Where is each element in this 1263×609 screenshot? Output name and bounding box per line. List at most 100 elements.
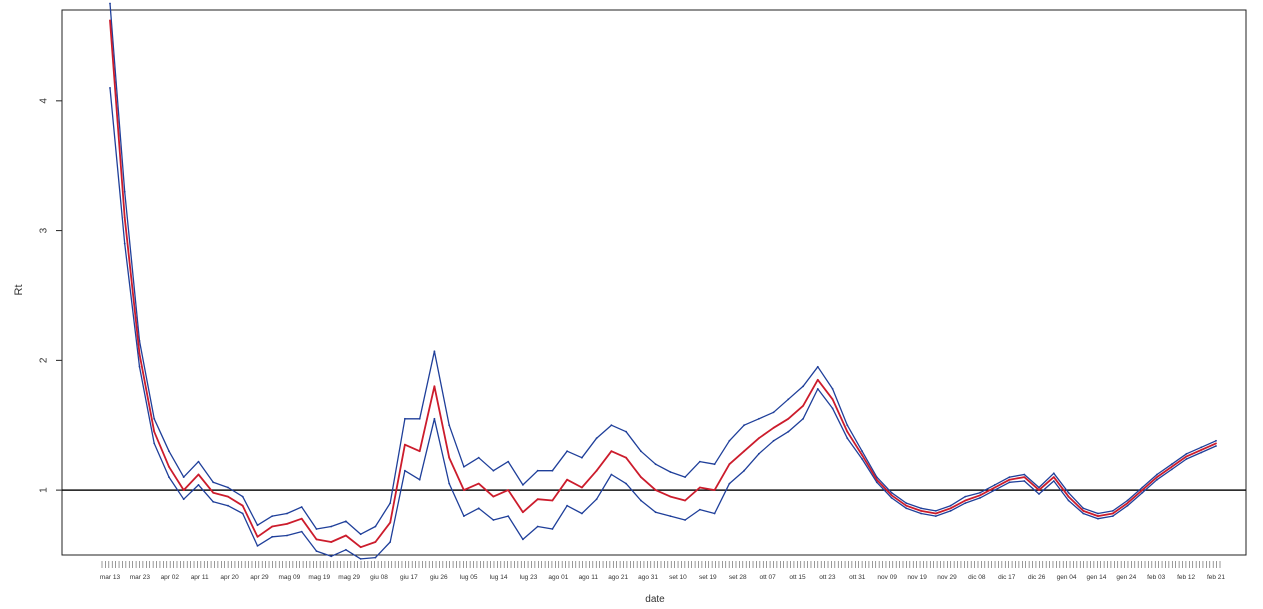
data-point-upper: [374, 525, 377, 528]
data-point-lower: [1141, 491, 1144, 494]
x-tick-label: nov 29: [937, 574, 957, 581]
data-point-lower: [389, 541, 392, 543]
data-point-upper: [640, 450, 642, 453]
x-axis-label: date: [645, 594, 665, 605]
x-tick-label: ago 31: [638, 574, 658, 581]
data-point-upper: [300, 506, 303, 508]
data-point-lower: [993, 489, 996, 491]
data-point-lower: [1008, 481, 1011, 484]
x-tick-label: mar 23: [130, 574, 151, 581]
data-point-estimate: [359, 546, 362, 549]
data-point-upper: [1023, 473, 1026, 476]
data-point-estimate: [153, 430, 156, 433]
data-point-estimate: [492, 495, 495, 498]
data-point-lower: [595, 498, 598, 501]
series-line-lower: [109, 87, 1217, 560]
data-point-upper: [831, 388, 834, 390]
data-point-lower: [418, 478, 421, 481]
data-point-upper: [1052, 472, 1055, 475]
data-point-estimate: [241, 504, 244, 507]
data-point-estimate: [345, 534, 347, 537]
x-tick-label: apr 29: [250, 574, 269, 581]
data-point-upper: [993, 484, 996, 486]
x-tick-label: mag 19: [308, 574, 330, 581]
data-point-lower: [905, 507, 908, 510]
x-tick-label: feb 12: [1177, 574, 1195, 581]
x-tick-label: mag 09: [279, 574, 301, 581]
data-point-upper: [861, 450, 863, 453]
data-point-lower: [109, 87, 111, 89]
data-point-lower: [831, 407, 834, 410]
data-point-estimate: [507, 489, 510, 491]
data-point-estimate: [1215, 442, 1217, 445]
data-point-upper: [109, 2, 111, 5]
y-tick-label: 3: [39, 227, 50, 233]
data-point-estimate: [256, 535, 259, 538]
data-point-estimate: [595, 469, 598, 472]
data-point-lower: [713, 512, 716, 515]
data-point-estimate: [964, 499, 967, 502]
data-point-estimate: [197, 473, 200, 476]
x-tick-label: nov 19: [907, 574, 927, 581]
data-point-upper: [182, 476, 185, 478]
data-point-upper: [1156, 473, 1158, 476]
data-point-estimate: [920, 510, 922, 512]
data-point-lower: [153, 442, 156, 445]
data-point-estimate: [713, 489, 716, 491]
data-point-estimate: [1023, 476, 1026, 478]
data-point-upper: [241, 495, 244, 498]
data-point-lower: [1023, 480, 1026, 482]
data-point-upper: [787, 398, 790, 401]
data-point-upper: [522, 484, 524, 486]
data-point-lower: [138, 365, 141, 368]
data-point-estimate: [1038, 489, 1040, 491]
series-line-upper: [109, 3, 1217, 535]
x-tick-label: apr 02: [161, 574, 180, 581]
data-point-estimate: [182, 489, 185, 491]
data-point-estimate: [934, 512, 937, 515]
y-axis: 1 2 3 4: [39, 98, 62, 493]
data-point-upper: [168, 450, 170, 453]
x-tick-label: mag 29: [338, 574, 360, 581]
x-tick-label: set 28: [729, 574, 747, 581]
x-tick-label: ott 15: [789, 574, 806, 581]
data-point-upper: [743, 424, 745, 427]
data-point-estimate: [551, 499, 554, 502]
data-point-upper: [1008, 476, 1011, 478]
data-point-upper: [551, 469, 554, 472]
data-point-estimate: [684, 499, 686, 502]
data-point-estimate: [816, 378, 819, 381]
data-point-lower: [979, 497, 981, 499]
data-point-upper: [197, 460, 200, 463]
data-point-upper: [1067, 491, 1070, 494]
data-point-estimate: [949, 507, 952, 510]
data-point-estimate: [890, 494, 893, 497]
data-point-estimate: [875, 478, 878, 481]
data-point-upper: [536, 469, 539, 472]
data-point-upper: [359, 533, 362, 536]
data-point-lower: [684, 519, 686, 521]
data-point-lower: [227, 504, 229, 507]
data-point-estimate: [758, 437, 760, 440]
data-point-estimate: [728, 463, 731, 466]
data-point-estimate: [610, 450, 613, 453]
data-point-upper: [581, 456, 583, 459]
data-point-upper: [979, 491, 981, 494]
data-point-lower: [772, 439, 775, 442]
data-point-lower: [463, 515, 465, 517]
data-point-estimate: [404, 443, 406, 446]
data-point-upper: [227, 486, 229, 489]
x-tick-label: gen 14: [1086, 574, 1106, 581]
data-point-lower: [920, 512, 922, 515]
x-tick-label: lug 05: [460, 574, 478, 581]
data-point-upper: [477, 456, 480, 459]
data-point-estimate: [138, 353, 141, 355]
x-tick-label: dic 26: [1028, 574, 1046, 581]
data-point-lower: [949, 510, 952, 512]
data-point-estimate: [1097, 515, 1099, 517]
x-tick-label: nov 09: [877, 574, 897, 581]
data-point-lower: [1097, 517, 1099, 520]
data-point-upper: [212, 481, 215, 484]
data-point-lower: [1052, 480, 1055, 482]
